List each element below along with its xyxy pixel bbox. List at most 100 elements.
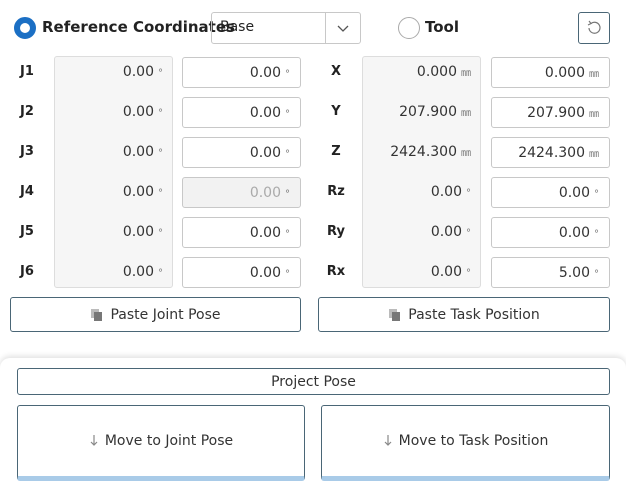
unit: ° — [594, 229, 599, 240]
row-label: J4 — [20, 184, 34, 199]
target-input[interactable]: 0.00 ° — [182, 217, 301, 248]
joint-current-box — [54, 56, 173, 288]
current-value: 0.00 ° — [362, 257, 481, 287]
value-text: 0.00 — [122, 264, 154, 280]
frame-select[interactable]: Base — [211, 12, 361, 44]
unit: ° — [158, 148, 163, 159]
target-input[interactable]: 0.00 ° — [491, 217, 610, 248]
value-text: 2424.300 — [390, 144, 457, 160]
row-label: Ry — [327, 224, 345, 239]
unit: ㎜ — [589, 149, 599, 160]
unit: ㎜ — [589, 109, 599, 120]
project-button[interactable]: Project Pose — [17, 368, 610, 395]
unit: ㎜ — [461, 108, 471, 119]
row-label: J6 — [20, 264, 34, 279]
value-text: 0.00 — [249, 65, 281, 81]
unit: ° — [158, 268, 163, 279]
reference-label: Reference Coordinates — [42, 18, 235, 36]
row-label: Rz — [327, 184, 345, 199]
row-label: Rx — [326, 264, 346, 279]
value-text: 0.00 — [558, 225, 590, 241]
unit: ° — [285, 229, 290, 240]
reference-radio[interactable] — [14, 17, 36, 39]
unit: ° — [594, 189, 599, 200]
unit: ° — [285, 149, 290, 160]
unit: ° — [285, 109, 290, 120]
value-text: 0.00 — [430, 264, 462, 280]
current-value: 2424.300 ㎜ — [362, 137, 481, 167]
move-icon — [90, 435, 98, 446]
current-value: 0.00 ° — [54, 57, 173, 87]
current-value: 0.00 ° — [54, 177, 173, 207]
chevron-icon — [337, 25, 349, 32]
unit: ° — [594, 269, 599, 280]
button-label: Move to Task Position — [398, 433, 549, 449]
paste-joint-button[interactable]: Paste Joint Pose — [10, 297, 301, 332]
unit: ° — [285, 189, 290, 200]
value-text: 0.000 — [416, 64, 457, 80]
move-task-button[interactable]: Move to Task Position — [321, 405, 610, 481]
target-input[interactable]: 0.00 ° — [182, 97, 301, 128]
button-label: Paste Joint Pose — [110, 306, 221, 323]
value-text: 0.00 — [249, 185, 281, 201]
value-text: 0.00 — [122, 144, 154, 160]
row-label: J1 — [20, 64, 34, 79]
current-value: 0.000 ㎜ — [362, 57, 481, 87]
value-text: 0.00 — [249, 225, 281, 241]
value-text: 207.900 — [527, 105, 585, 121]
target-input[interactable]: 207.900 ㎜ — [491, 97, 610, 128]
target-input[interactable]: 5.00 ° — [491, 257, 610, 288]
value-text: 0.00 — [558, 185, 590, 201]
bottom-panel: Project Pose Move to Joint Pose Move to … — [0, 358, 626, 493]
target-input[interactable]: 0.000 ㎜ — [491, 57, 610, 88]
reset-icon — [587, 20, 601, 34]
target-input[interactable]: 0.00 ° — [491, 177, 610, 208]
frame-value: Base — [220, 19, 255, 35]
unit: ° — [466, 188, 471, 199]
unit: ㎜ — [461, 68, 471, 79]
value-text: 0.00 — [122, 224, 154, 240]
current-value: 0.00 ° — [54, 137, 173, 167]
reset-button[interactable] — [578, 12, 610, 44]
value-text: 0.00 — [249, 265, 281, 281]
tool-radio[interactable] — [398, 17, 420, 39]
value-text: 5.00 — [558, 265, 590, 281]
row-label: J3 — [20, 144, 34, 159]
value-text: 0.00 — [430, 224, 462, 240]
value-text: 0.00 — [249, 145, 281, 161]
current-value: 0.00 ° — [362, 217, 481, 247]
target-input[interactable]: 0.00 ° — [182, 137, 301, 168]
target-input[interactable]: 2424.300 ㎜ — [491, 137, 610, 168]
row-label: Y — [331, 104, 341, 119]
paste-icon — [91, 308, 103, 321]
current-value: 0.00 ° — [362, 177, 481, 207]
target-input: 0.00 ° — [182, 177, 301, 208]
row-label: J5 — [20, 224, 34, 239]
value-text: 0.00 — [122, 104, 154, 120]
button-label: Paste Task Position — [408, 306, 540, 323]
unit: ㎜ — [589, 69, 599, 80]
paste-task-button[interactable]: Paste Task Position — [318, 297, 610, 332]
unit: ° — [466, 228, 471, 239]
value-text: 0.00 — [122, 184, 154, 200]
unit: ° — [158, 188, 163, 199]
current-value: 0.00 ° — [54, 217, 173, 247]
value-text: 0.00 — [122, 64, 154, 80]
value-text: 0.000 — [544, 65, 585, 81]
unit: ° — [158, 228, 163, 239]
target-input[interactable]: 0.00 ° — [182, 57, 301, 88]
value-text: 0.00 — [249, 105, 281, 121]
unit: ㎜ — [461, 148, 471, 159]
target-input[interactable]: 0.00 ° — [182, 257, 301, 288]
current-value: 0.00 ° — [54, 97, 173, 127]
unit: ° — [285, 69, 290, 80]
move-joint-button[interactable]: Move to Joint Pose — [17, 405, 305, 481]
tool-label: Tool — [425, 18, 459, 36]
value-text: 2424.300 — [518, 145, 585, 161]
value-text: 0.00 — [430, 184, 462, 200]
value-text: 207.900 — [399, 104, 457, 120]
select-divider — [325, 13, 326, 43]
row-label: X — [330, 64, 342, 79]
unit: ° — [158, 108, 163, 119]
unit: ° — [158, 68, 163, 79]
